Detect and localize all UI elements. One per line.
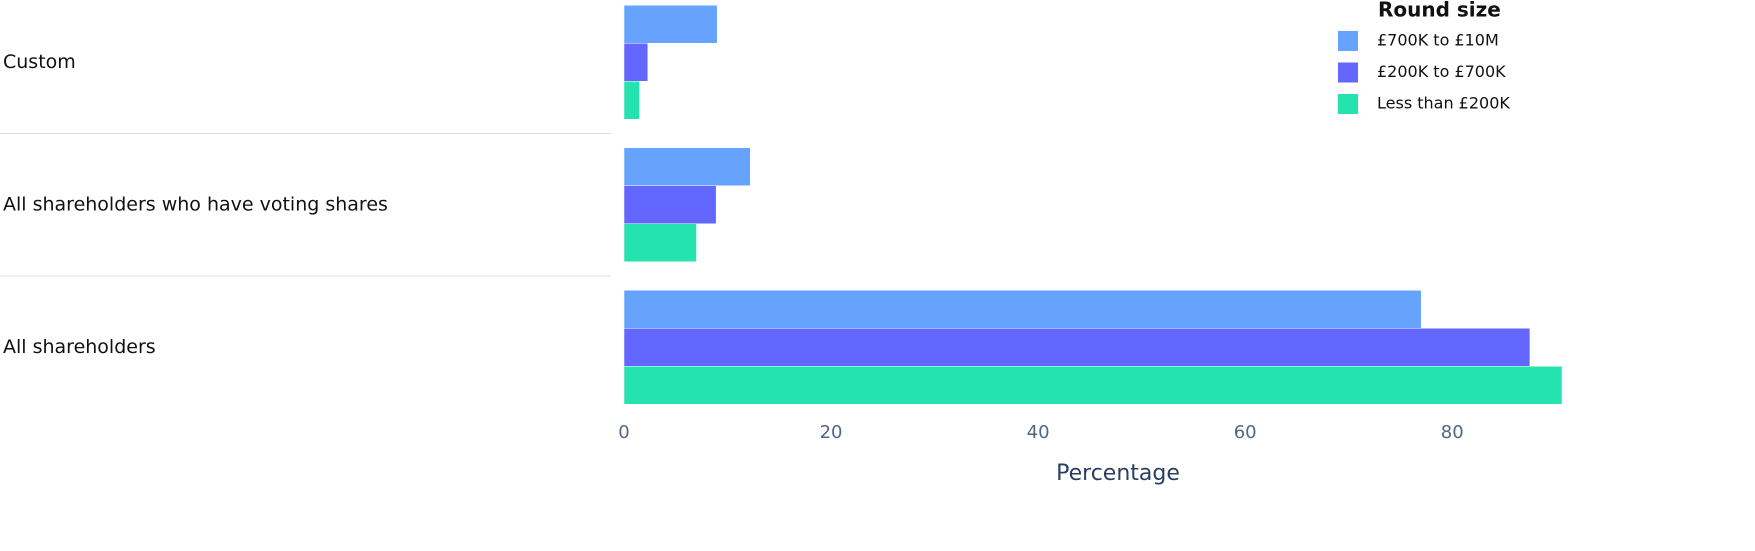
bar (623, 366, 1563, 405)
bar (623, 185, 717, 224)
bar (623, 328, 1531, 367)
bar (623, 81, 640, 120)
legend-label: £700K to £10M (1377, 31, 1499, 50)
x-tick-label: 60 (1234, 422, 1257, 443)
bar (623, 5, 718, 44)
category-label: All shareholders (3, 336, 156, 358)
legend-swatch (1338, 62, 1358, 83)
bar (623, 43, 649, 82)
legend-title: Round size (1378, 0, 1501, 22)
x-tick-label: 20 (820, 422, 843, 443)
x-axis-title: Percentage (1056, 461, 1180, 486)
category-label: Custom (3, 51, 76, 73)
bar (623, 290, 1422, 329)
x-tick-label: 0 (618, 422, 629, 443)
legend-label: Less than £200K (1377, 94, 1510, 113)
legend-swatch (1338, 31, 1358, 51)
category-label: All shareholders who have voting shares (3, 193, 388, 215)
legend-label: £200K to £700K (1377, 62, 1506, 81)
bar (623, 223, 697, 262)
x-tick-label: 40 (1027, 422, 1050, 443)
x-tick-label: 80 (1441, 422, 1464, 443)
legend-swatch (1338, 94, 1358, 114)
bar (623, 147, 751, 186)
